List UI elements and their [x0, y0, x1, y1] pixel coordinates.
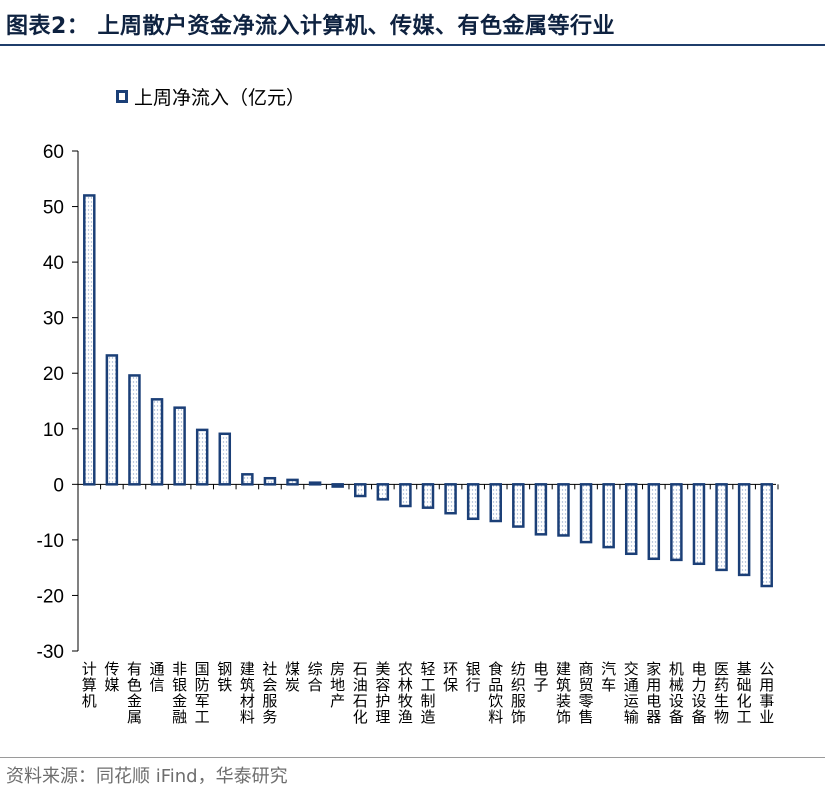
x-tick-label: 综合: [308, 660, 323, 694]
y-tick-label: -20: [37, 586, 64, 607]
bar-农林牧渔: [399, 483, 412, 508]
bar-公用事业: [760, 483, 773, 588]
x-tick-label: 石油石化: [353, 660, 368, 726]
bar-纺织服饰: [512, 483, 525, 528]
x-tick-label: 非银金融: [172, 660, 187, 726]
footer-rule: [0, 757, 825, 758]
x-tick-label: 汽车: [601, 660, 616, 694]
bar-医药生物: [715, 483, 728, 572]
x-tick-label: 机械设备: [669, 660, 684, 726]
bar-钢铁: [218, 432, 232, 486]
source-note: 资料来源：同花顺 iFind，华泰研究: [6, 766, 288, 787]
x-tick-label: 电力设备: [691, 660, 706, 726]
y-tick-label: -10: [37, 531, 64, 552]
bar-银行: [466, 483, 480, 521]
bar-chart: 60 50 40 30 20 10 0 -10 -20 -30 计算机传媒有色金属通信非银金融国防…: [37, 142, 779, 726]
x-tick-label: 银行: [466, 660, 481, 694]
x-tick-label: 建筑装饰: [556, 660, 571, 726]
bar-有色金属: [128, 374, 141, 486]
bar-电力设备: [692, 483, 706, 566]
y-axis: 60 50 40 30 20 10 0 -10 -20 -30: [37, 142, 779, 663]
x-axis-labels: 计算机传媒有色金属通信非银金融国防军工钢铁建筑材料社会服务煤炭综合房地产石油石化…: [82, 660, 774, 726]
bar-环保: [444, 483, 457, 515]
title-underline: [0, 44, 825, 46]
y-tick-label: 10: [43, 420, 64, 441]
x-tick-label: 食品饮料: [488, 660, 503, 726]
x-tick-label: 交通运输: [624, 660, 639, 726]
x-tick-label: 有色金属: [127, 660, 142, 726]
y-tick-label: 60: [43, 142, 64, 163]
y-tick-label: 30: [43, 309, 64, 330]
bar-国防军工: [195, 428, 209, 486]
x-tick-label: 房地产: [330, 660, 345, 710]
bar-商贸零售: [579, 483, 593, 544]
bar-计算机: [83, 194, 96, 486]
x-tick-label: 电子: [533, 660, 548, 694]
bar-建筑材料: [241, 473, 254, 486]
bar-机械设备: [670, 483, 683, 562]
title-bar: 图表2： 上周散户资金净流入计算机、传媒、有色金属等行业: [0, 0, 825, 46]
x-tick-label: 纺织服饰: [511, 660, 526, 726]
chart-title: 图表2： 上周散户资金净流入计算机、传媒、有色金属等行业: [6, 14, 615, 39]
bar-食品饮料: [489, 483, 502, 523]
y-tick-label: -30: [37, 642, 64, 663]
bars: [83, 194, 773, 588]
x-tick-label: 医药生物: [714, 660, 729, 726]
bar-通信: [150, 398, 164, 486]
bar-家用电器: [647, 483, 661, 561]
bar-非银金融: [173, 406, 186, 486]
x-tick-label: 国防军工: [195, 660, 210, 726]
x-tick-label: 家用电器: [646, 660, 661, 726]
x-tick-label: 公用事业: [759, 660, 774, 726]
x-tick-label: 传媒: [104, 660, 119, 694]
y-tick-label: 50: [43, 198, 64, 219]
x-tick-label: 农林牧渔: [398, 660, 413, 726]
x-tick-label: 轻工制造: [420, 660, 435, 726]
y-tick-label: 0: [53, 475, 64, 496]
bar-电子: [534, 483, 548, 536]
legend-label: 上周净流入（亿元）: [134, 86, 306, 109]
x-tick-label: 美容护理: [375, 660, 390, 726]
bar-基础化工: [737, 483, 751, 577]
x-tick-label: 煤炭: [285, 660, 300, 694]
x-tick-label: 环保: [443, 660, 458, 694]
bar-建筑装饰: [557, 483, 570, 537]
bar-美容护理: [376, 483, 390, 501]
chart-legend: 上周净流入（亿元）: [116, 84, 306, 109]
bar-传媒: [105, 354, 119, 486]
bar-汽车: [602, 483, 615, 549]
x-tick-label: 钢铁: [217, 660, 232, 694]
x-tick-label: 通信: [150, 660, 165, 694]
x-tick-label: 基础化工: [737, 660, 752, 726]
bar-轻工制造: [421, 483, 435, 509]
bar-房地产: [331, 483, 344, 488]
y-tick-label: 40: [43, 253, 64, 274]
bar-石油石化: [354, 483, 367, 498]
x-tick-label: 社会服务: [262, 660, 277, 726]
bar-交通运输: [624, 483, 638, 556]
x-tick-label: 商贸零售: [579, 660, 594, 726]
bar-煤炭: [286, 478, 299, 486]
y-tick-label: 20: [43, 364, 64, 385]
x-tick-label: 计算机: [82, 660, 97, 710]
bar-社会服务: [263, 476, 277, 486]
x-tick-label: 建筑材料: [240, 660, 255, 726]
bar-综合: [308, 481, 322, 486]
legend-swatch-icon: [116, 89, 128, 103]
